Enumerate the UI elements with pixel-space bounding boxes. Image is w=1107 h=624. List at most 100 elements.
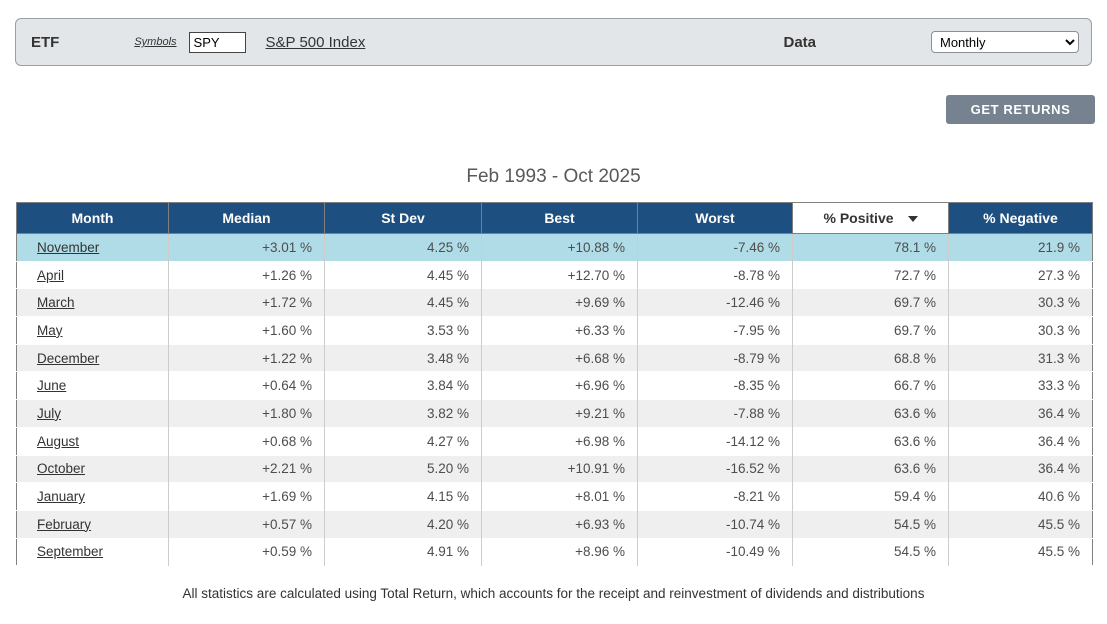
month-link[interactable]: November — [37, 239, 100, 255]
symbol-input[interactable] — [188, 31, 246, 53]
negative-cell: 36.4 % — [948, 399, 1093, 428]
month-link[interactable]: June — [37, 378, 67, 394]
best-cell: +6.68 % — [481, 344, 638, 372]
table-row: July +1.80 % 3.82 % +9.21 % -7.88 % 63.6 % 36.… — [16, 399, 1093, 428]
table-row: December +1.22 % 3.48 % +6.68 % -8.79 % 68.8 … — [16, 344, 1093, 372]
median-cell: +0.64 % — [168, 371, 325, 400]
stdev-cell: 4.45 % — [324, 261, 482, 289]
column-header-median[interactable]: Median — [168, 202, 325, 234]
table-row: January +1.69 % 4.15 % +8.01 % -8.21 % 59.4 %… — [16, 482, 1093, 511]
month-cell: July — [17, 400, 169, 428]
table-row: March +1.72 % 4.45 % +9.69 % -12.46 % 69.7 % 3… — [16, 288, 1093, 317]
month-link[interactable]: April — [37, 267, 65, 283]
symbols-link[interactable]: Symbols — [134, 36, 177, 48]
positive-cell: 69.7 % — [792, 316, 949, 345]
get-returns-button[interactable]: GET RETURNS — [946, 95, 1095, 124]
stdev-cell: 4.15 % — [324, 482, 482, 511]
median-cell: +3.01 % — [168, 233, 325, 262]
worst-cell: -10.74 % — [637, 510, 793, 539]
column-header-negative[interactable]: % Negative — [948, 202, 1093, 234]
best-cell: +10.88 % — [481, 233, 638, 262]
data-frequency-select[interactable]: Monthly — [931, 31, 1079, 53]
median-cell: +0.57 % — [168, 510, 325, 539]
negative-cell: 45.5 % — [948, 510, 1093, 539]
button-row: GET RETURNS — [946, 95, 1095, 124]
negative-cell: 30.3 % — [948, 316, 1093, 345]
best-cell: +8.96 % — [481, 538, 638, 566]
median-cell: +0.59 % — [168, 538, 325, 566]
month-link[interactable]: August — [37, 433, 80, 449]
worst-cell: -8.79 % — [637, 344, 793, 372]
worst-cell: -14.12 % — [637, 427, 793, 455]
table-row: September +0.59 % 4.91 % +8.96 % -10.49 % 54.… — [16, 538, 1093, 566]
table-row: October +2.21 % 5.20 % +10.91 % -16.52 % 63.6… — [16, 455, 1093, 483]
table-row: August +0.68 % 4.27 % +6.98 % -14.12 % 63.6 %… — [16, 427, 1093, 455]
positive-cell: 68.8 % — [792, 344, 949, 372]
column-header-worst[interactable]: Worst — [637, 202, 793, 234]
best-cell: +6.33 % — [481, 316, 638, 345]
positive-cell: 63.6 % — [792, 399, 949, 428]
month-link[interactable]: October — [37, 461, 86, 477]
median-cell: +1.72 % — [168, 288, 325, 317]
month-cell: December — [17, 344, 169, 372]
positive-cell: 54.5 % — [792, 510, 949, 539]
index-name-link[interactable]: S&P 500 Index — [265, 33, 366, 51]
negative-cell: 27.3 % — [948, 261, 1093, 289]
positive-cell: 69.7 % — [792, 288, 949, 317]
negative-cell: 30.3 % — [948, 288, 1093, 317]
worst-cell: -10.49 % — [637, 538, 793, 566]
column-header-positive[interactable]: % Positive — [792, 202, 949, 234]
column-header-st-dev[interactable]: St Dev — [324, 202, 482, 234]
month-link[interactable]: July — [37, 405, 62, 421]
median-cell: +0.68 % — [168, 427, 325, 455]
median-cell: +1.80 % — [168, 399, 325, 428]
worst-cell: -8.35 % — [637, 371, 793, 400]
month-link[interactable]: September — [37, 544, 104, 560]
positive-cell: 63.6 % — [792, 427, 949, 455]
negative-cell: 40.6 % — [948, 482, 1093, 511]
month-link[interactable]: January — [37, 489, 86, 505]
stdev-cell: 4.91 % — [324, 538, 482, 566]
month-cell: May — [17, 317, 169, 345]
negative-cell: 31.3 % — [948, 344, 1093, 372]
best-cell: +8.01 % — [481, 482, 638, 511]
table-header: Month Median St Dev Best Worst% Positive% Ne… — [16, 202, 1093, 234]
median-cell: +2.21 % — [168, 455, 325, 483]
etf-form-bar: ETF Symbols S&P 500 Index Data Monthly — [15, 18, 1092, 66]
best-cell: +9.21 % — [481, 399, 638, 428]
best-cell: +10.91 % — [481, 455, 638, 483]
worst-cell: -7.95 % — [637, 316, 793, 345]
worst-cell: -12.46 % — [637, 288, 793, 317]
month-cell: August — [17, 427, 169, 455]
positive-cell: 59.4 % — [792, 482, 949, 511]
date-range-title: Feb 1993 - Oct 2025 — [466, 166, 641, 187]
month-cell: June — [17, 372, 169, 400]
stdev-cell: 5.20 % — [324, 455, 482, 483]
table-row: June +0.64 % 3.84 % +6.96 % -8.35 % 66.7 % 33.… — [16, 371, 1093, 400]
total-return-footnote: All statistics are calculated using Tota… — [182, 586, 925, 601]
stdev-cell: 4.45 % — [324, 288, 482, 317]
month-cell: October — [17, 455, 169, 483]
stdev-cell: 4.27 % — [324, 427, 482, 455]
month-link[interactable]: May — [37, 322, 63, 338]
best-cell: +6.96 % — [481, 371, 638, 400]
best-cell: +6.93 % — [481, 510, 638, 539]
worst-cell: -7.46 % — [637, 233, 793, 262]
negative-cell: 36.4 % — [948, 427, 1093, 455]
column-header-best[interactable]: Best — [481, 202, 638, 234]
column-header-month[interactable]: Month — [16, 202, 169, 234]
best-cell: +9.69 % — [481, 288, 638, 317]
month-cell: January — [17, 483, 169, 511]
positive-cell: 63.6 % — [792, 455, 949, 483]
month-link[interactable]: March — [37, 295, 75, 311]
data-frequency-group: Data Monthly — [783, 31, 1091, 53]
monthly-stats-table: Month Median St Dev Best Worst% Positive% Ne… — [16, 202, 1093, 567]
month-link[interactable]: February — [37, 516, 92, 532]
stdev-cell: 4.20 % — [324, 510, 482, 539]
month-cell: November — [17, 234, 169, 262]
negative-cell: 21.9 % — [948, 233, 1093, 262]
stdev-cell: 3.84 % — [324, 371, 482, 400]
stdev-cell: 3.48 % — [324, 344, 482, 372]
month-link[interactable]: December — [37, 350, 100, 366]
month-cell: March — [17, 289, 169, 317]
